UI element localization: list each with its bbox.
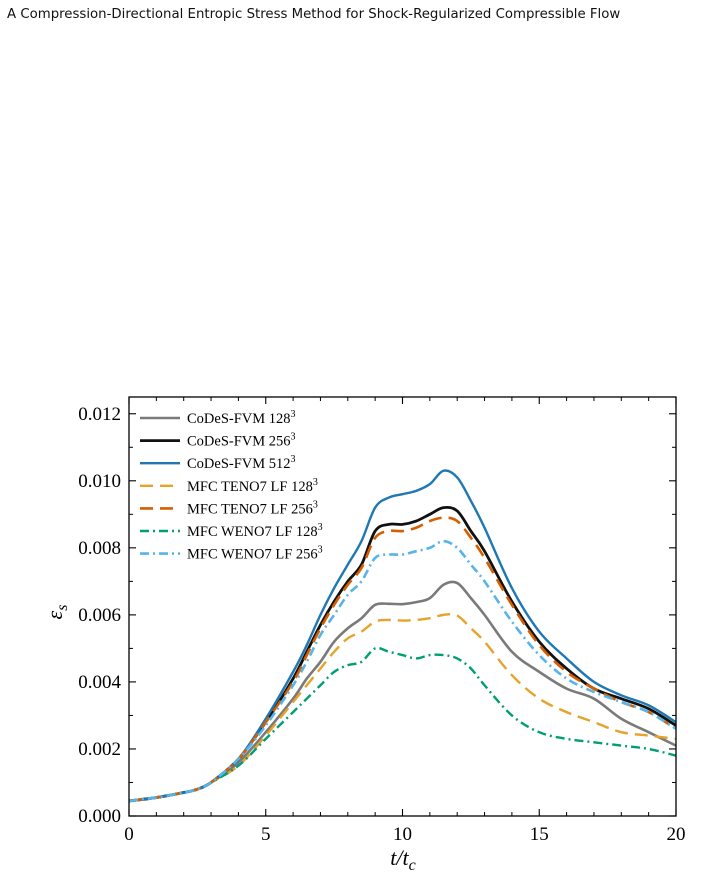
legend-entry-name: CoDeS-FVM 512 xyxy=(187,456,291,472)
series-line-7 xyxy=(128,539,677,803)
y-tick-label: 0.006 xyxy=(78,605,121,626)
legend-entry-5: MFC TENO7 LF 2563 xyxy=(187,499,318,517)
legend-entry-name: MFC TENO7 LF 256 xyxy=(187,501,313,517)
ticks-layer: 0 5 10 15 20 0.000 0.002 0.004 0.006 0.008 0.010 0.… xyxy=(78,397,686,845)
series-layer xyxy=(128,469,677,803)
y-axis-label: εs xyxy=(42,605,71,620)
legend-entry-1: CoDeS-FVM 1283 xyxy=(187,409,296,427)
y-axis-label-main: ε xyxy=(42,610,67,619)
y-tick-label: 0.000 xyxy=(78,806,121,827)
legend-entry-sup: 3 xyxy=(291,432,296,443)
series-line-1 xyxy=(128,580,677,803)
series-line-4 xyxy=(128,613,677,803)
legend-entry-sup: 3 xyxy=(291,454,296,465)
x-axis-label-slash: /t xyxy=(394,845,409,870)
legend-entry-name: MFC WENO7 LF 256 xyxy=(187,547,318,563)
x-axis-label-sub: c xyxy=(409,857,416,874)
legend-entry-name: MFC WENO7 LF 128 xyxy=(187,524,318,540)
y-tick-label: 0.010 xyxy=(78,471,121,492)
legend-entry-sup: 3 xyxy=(318,522,323,533)
series-line-6 xyxy=(128,646,677,803)
x-axis-label-main: t xyxy=(390,845,397,870)
legend-entry-4: MFC TENO7 LF 1283 xyxy=(187,477,318,495)
legend-entry-sup: 3 xyxy=(313,499,318,510)
x-axis-label: t/tc xyxy=(390,845,415,874)
y-tick-label: 0.004 xyxy=(78,672,121,693)
legend-entry-7: MFC WENO7 LF 2563 xyxy=(187,545,323,563)
x-tick-label: 20 xyxy=(667,824,686,845)
legend-entry-sup: 3 xyxy=(291,409,296,420)
y-tick-label: 0.008 xyxy=(78,538,121,559)
legend-entry-6: MFC WENO7 LF 1283 xyxy=(187,522,323,540)
x-tick-label: 15 xyxy=(530,824,549,845)
x-tick-label: 5 xyxy=(261,824,271,845)
legend-entry-name: CoDeS-FVM 128 xyxy=(187,411,291,427)
legend-entry-name: MFC TENO7 LF 128 xyxy=(187,479,313,495)
legend-entry-3: CoDeS-FVM 5123 xyxy=(187,454,296,472)
x-tick-label: 0 xyxy=(124,824,134,845)
x-tick-label: 10 xyxy=(393,824,412,845)
y-axis-label-sub: s xyxy=(54,605,71,611)
legend-entry-2: CoDeS-FVM 2563 xyxy=(187,432,296,450)
y-tick-label: 0.002 xyxy=(78,739,121,760)
series-line-3 xyxy=(128,469,677,803)
y-tick-label: 0.012 xyxy=(78,404,121,425)
running-header: A Compression-Directional Entropic Stres… xyxy=(7,7,621,22)
legend-entry-sup: 3 xyxy=(313,477,318,488)
legend-entry-name: CoDeS-FVM 256 xyxy=(187,434,291,450)
legend-entry-sup: 3 xyxy=(318,545,323,556)
